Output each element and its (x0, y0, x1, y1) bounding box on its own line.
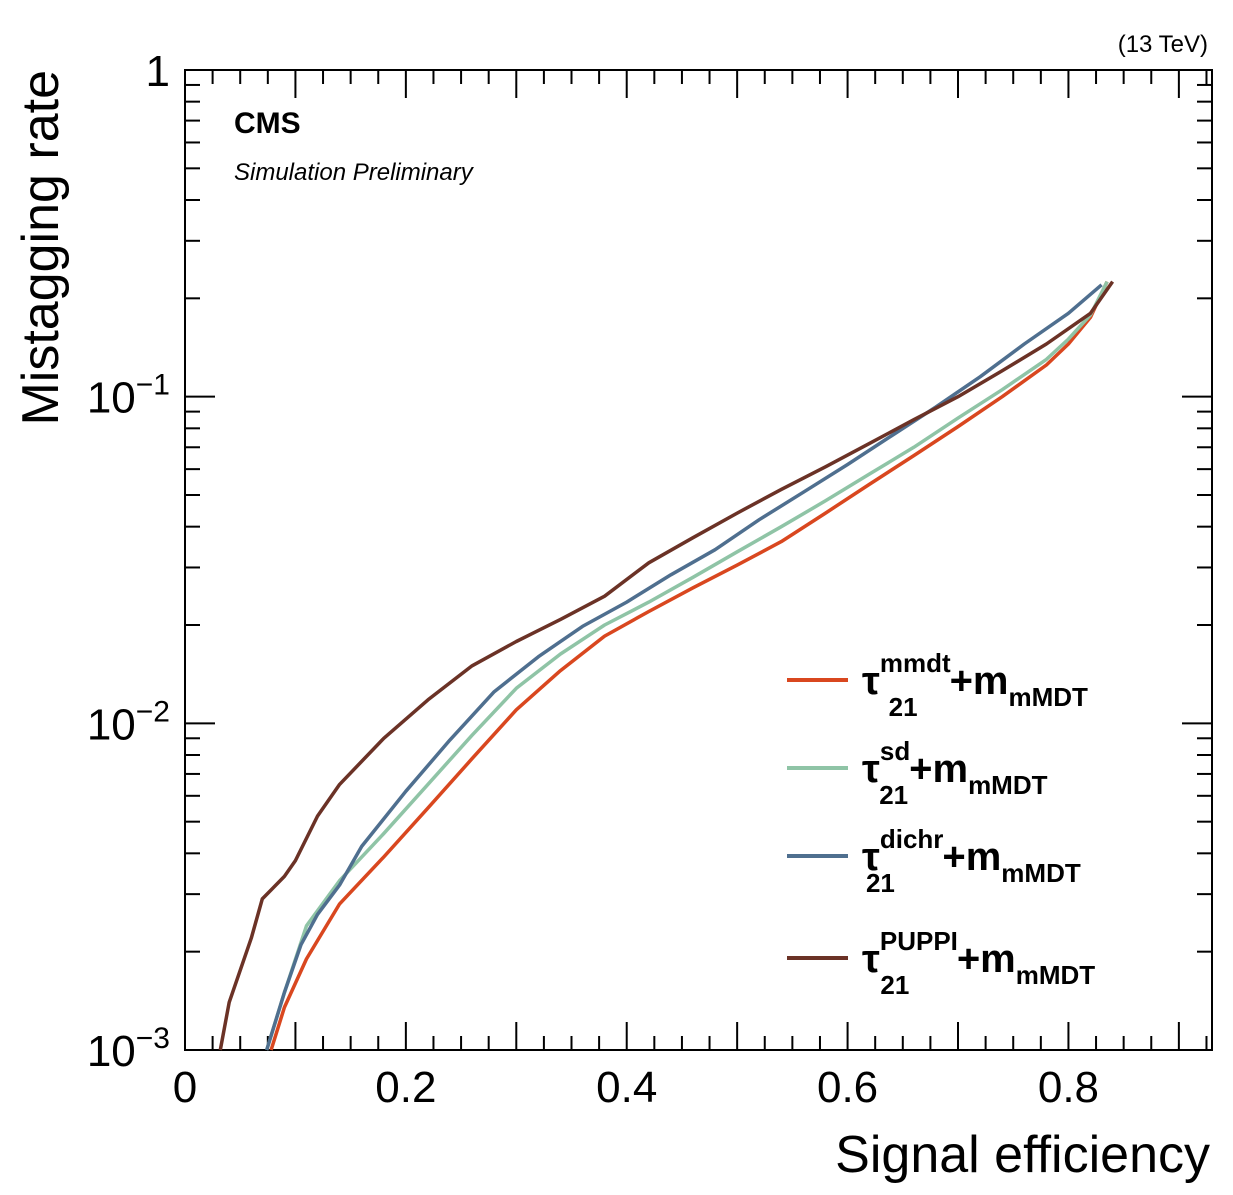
plot-frame (184, 69, 1213, 1051)
x-tick-label: 0.8 (1038, 1063, 1099, 1112)
y-tick-label: 10−1 (87, 369, 170, 423)
x-axis-title: Signal efficiency (835, 1126, 1210, 1184)
experiment-sublabel: Simulation Preliminary (234, 159, 475, 186)
x-tick-label: 0.2 (375, 1063, 436, 1112)
x-tick-label: 0 (173, 1063, 197, 1112)
legend: τmmdt 21+mmMDT τsd 21+mmMDT τdichr 21+mmMDT τP… (787, 648, 1095, 1000)
series-line (265, 283, 1103, 1051)
axis-ticks (185, 70, 1212, 1050)
legend-label: τPUPPI 21+mmMDT (862, 926, 1095, 1000)
y-tick-labels: 1 10−1 10−2 10−3 (87, 47, 170, 1076)
x-tick-label: 0.6 (817, 1063, 878, 1112)
x-tick-labels: 0 0.2 0.4 0.6 0.8 (173, 1063, 1099, 1112)
legend-label: τdichr 21+mmMDT (862, 824, 1081, 898)
series-line (269, 280, 1109, 1051)
series-lines (218, 280, 1115, 1051)
series-line (265, 280, 1109, 1051)
legend-label: τmmdt 21+mmMDT (862, 648, 1088, 722)
experiment-label: CMS (234, 107, 301, 140)
y-tick-label: 10−2 (87, 695, 170, 749)
y-axis-title: Mistagging rate (12, 70, 70, 426)
y-tick-label: 10−3 (87, 1022, 170, 1076)
y-tick-label: 1 (146, 47, 170, 96)
energy-label: (13 TeV) (1118, 31, 1208, 58)
series-line (218, 280, 1115, 1051)
legend-label: τsd 21+mmMDT (862, 736, 1048, 810)
x-tick-label: 0.4 (596, 1063, 657, 1112)
